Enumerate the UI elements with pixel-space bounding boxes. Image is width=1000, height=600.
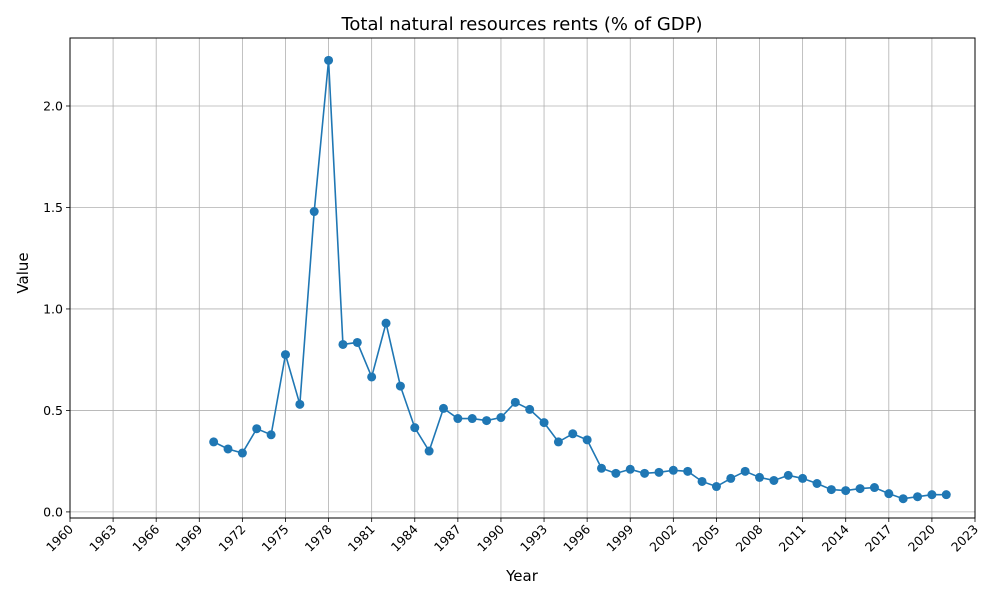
data-point	[826, 485, 836, 495]
x-tick-label: 2008	[733, 521, 766, 554]
x-tick-label: 1987	[431, 522, 464, 555]
plot-frame	[69, 37, 976, 519]
data-point	[582, 435, 592, 445]
data-point	[467, 414, 477, 424]
data-point	[223, 444, 233, 454]
data-point	[295, 399, 305, 409]
data-point	[453, 414, 463, 424]
x-tick-label: 2002	[646, 522, 679, 555]
data-point	[869, 483, 879, 493]
data-point	[740, 466, 750, 476]
data-point	[381, 318, 391, 328]
data-point	[697, 476, 707, 486]
x-tick-label: 2017	[862, 522, 895, 555]
data-point	[568, 429, 578, 439]
data-point	[884, 489, 894, 499]
chart-title: Total natural resources rents (% of GDP)	[340, 14, 702, 35]
data-series	[209, 55, 951, 504]
data-point	[395, 381, 405, 391]
data-point	[769, 475, 779, 485]
x-tick-label: 1969	[172, 521, 205, 554]
data-point	[410, 423, 420, 433]
data-point	[237, 448, 247, 458]
y-axis: 0.0 0.5 1.0 1.5 2.0	[43, 98, 70, 519]
y-tick-label: 1.5	[43, 200, 63, 215]
data-point	[755, 472, 765, 482]
grid-lines	[69, 38, 976, 518]
data-point	[209, 437, 219, 447]
x-tick-label: 1972	[215, 522, 248, 555]
y-tick-label: 1.0	[43, 301, 63, 316]
data-point	[280, 350, 290, 360]
series-line	[213, 60, 947, 500]
x-axis-label: Year	[505, 567, 539, 585]
data-point	[367, 372, 377, 382]
data-point	[482, 416, 492, 426]
x-tick-label: 1960	[43, 521, 76, 554]
data-point	[424, 446, 434, 456]
data-point	[597, 463, 607, 473]
data-point	[798, 473, 808, 483]
x-tick-label: 1963	[86, 522, 119, 555]
x-axis: 1960 1963 1966 1969 1972 1975 1978 1981 1984 1987…	[43, 518, 981, 555]
data-point	[654, 467, 664, 477]
data-point	[913, 492, 923, 502]
x-tick-label: 2020	[905, 521, 938, 554]
data-point	[324, 55, 334, 65]
data-point	[496, 413, 506, 423]
x-tick-label: 2011	[776, 522, 809, 555]
x-tick-label: 1966	[129, 521, 162, 554]
y-axis-label: Value	[14, 252, 32, 293]
x-tick-label: 2014	[819, 521, 852, 554]
x-tick-label: 2023	[948, 522, 981, 555]
x-tick-label: 1975	[258, 522, 291, 555]
data-point	[640, 468, 650, 478]
data-point	[525, 404, 535, 414]
data-point	[683, 466, 693, 476]
data-point	[927, 490, 937, 500]
data-point	[553, 437, 563, 447]
x-tick-label: 1999	[603, 521, 636, 554]
data-point	[855, 484, 865, 494]
data-point	[309, 207, 319, 217]
data-point	[252, 424, 262, 434]
data-point	[510, 397, 520, 407]
data-point	[668, 465, 678, 475]
x-tick-label: 1984	[388, 521, 421, 554]
x-tick-label: 1996	[560, 521, 593, 554]
data-point	[338, 339, 348, 349]
data-point	[539, 418, 549, 428]
data-point	[438, 403, 448, 413]
data-point	[611, 468, 621, 478]
data-point	[266, 430, 276, 440]
x-tick-label: 1993	[517, 522, 550, 555]
y-tick-label: 0.5	[43, 403, 63, 418]
data-point	[812, 478, 822, 488]
x-tick-label: 1978	[302, 521, 335, 554]
data-point	[625, 464, 635, 474]
y-tick-label: 0.0	[43, 504, 63, 519]
x-tick-label: 1981	[345, 522, 378, 555]
data-point	[783, 470, 793, 480]
data-point	[941, 490, 951, 500]
data-point	[898, 494, 908, 504]
x-tick-label: 1990	[474, 521, 507, 554]
data-point	[841, 486, 851, 496]
y-tick-label: 2.0	[43, 98, 63, 113]
data-point	[352, 337, 362, 347]
x-tick-label: 2005	[689, 522, 722, 555]
data-point	[711, 482, 721, 492]
data-point	[726, 473, 736, 483]
